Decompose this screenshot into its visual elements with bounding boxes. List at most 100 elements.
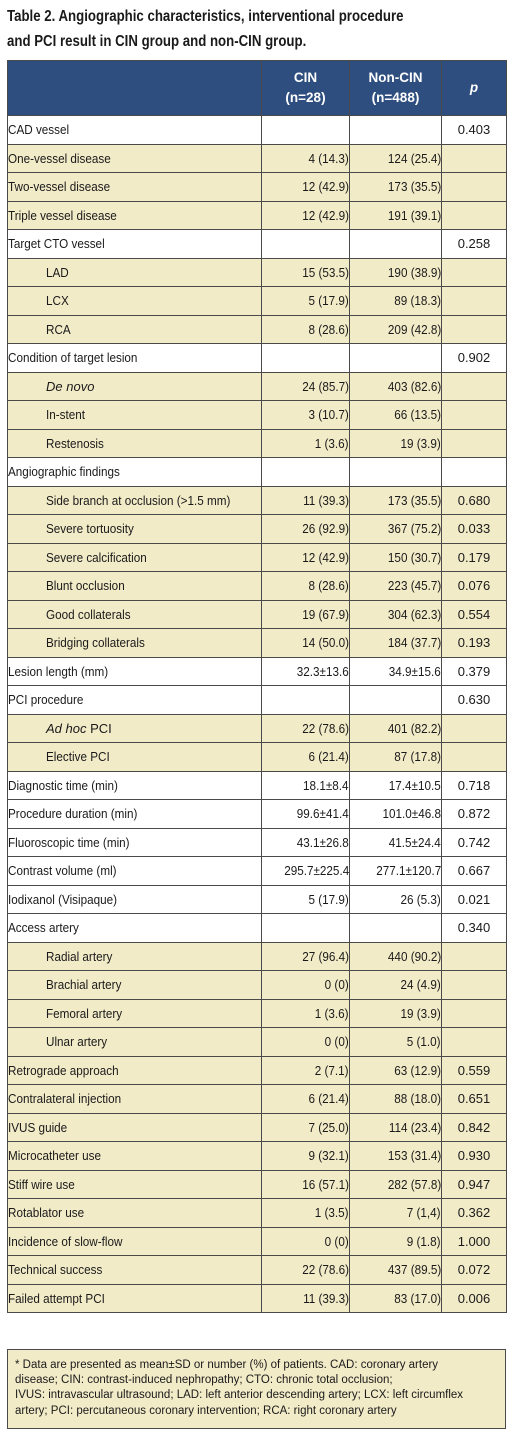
row-label-text: Brachial artery [46, 977, 122, 993]
noncin-cell-value: 17.4±10.5 [389, 777, 441, 793]
row-label-italic: Ad hoc [46, 720, 87, 736]
p-cell [441, 998, 507, 1028]
noncin-cell [349, 229, 442, 259]
p-cell: 0.842 [441, 1112, 507, 1142]
row-label: One-vessel disease [7, 143, 262, 173]
noncin-cell: 5 (1.0) [349, 1027, 442, 1057]
footnote-line-3: IVUS: intravascular ultrasound; LAD: lef… [15, 1389, 464, 1402]
cin-cell [261, 685, 350, 715]
row-label-text: LAD [46, 264, 69, 280]
table-row: Access artery 0.340 [7, 913, 507, 943]
row-label-text: Access artery [8, 920, 79, 936]
noncin-cell: 124 (25.4) [349, 143, 442, 173]
p-cell: 0.021 [441, 884, 507, 914]
p-cell: 0.006 [441, 1283, 507, 1313]
row-label-text: Ulnar artery [46, 1034, 108, 1050]
cin-cell-value: 22 (78.6) [302, 720, 349, 736]
row-label-text: Side branch at occlusion (>1.5 mm) [46, 492, 231, 508]
row-label-text: Angiographic findings [8, 464, 120, 480]
row-label-text: Technical success [8, 1262, 103, 1278]
cin-cell: 295.7±225.4 [261, 856, 350, 886]
row-label: Side branch at occlusion (>1.5 mm) [7, 485, 262, 515]
footnote-line-1: * Data are presented as mean±SD or numbe… [15, 1359, 439, 1371]
p-cell [441, 314, 507, 344]
cin-cell-value: 8 (28.6) [308, 321, 349, 337]
cin-cell: 1 (3.6) [261, 428, 350, 458]
p-cell: 1.000 [441, 1226, 507, 1256]
row-label-text: CAD vessel [8, 122, 70, 138]
row-label-text: Lesion length (mm) [8, 663, 109, 679]
row-label: Brachial artery [7, 970, 262, 1000]
noncin-cell: 34.9±15.6 [349, 656, 442, 686]
row-label-text: LCX [46, 293, 69, 309]
cin-cell [261, 913, 350, 943]
table-row: Severe calcification 12 (42.9) 150 (30.7) 0… [7, 542, 507, 572]
p-cell: 0.718 [441, 770, 507, 800]
table-row: Bridging collaterals 14 (50.0) 184 (37.7) 0… [7, 628, 507, 658]
cin-cell-value: 26 (92.9) [302, 521, 349, 537]
noncin-cell-value: 5 (1.0) [407, 1034, 441, 1050]
row-label-text: Femoral artery [46, 1005, 123, 1021]
p-cell-value: 0.872 [457, 806, 491, 822]
noncin-cell-value: 173 (35.5) [387, 179, 441, 195]
cin-cell-value: 43.1±26.8 [297, 834, 349, 850]
header-cin-count: (n=28) [285, 90, 326, 105]
noncin-cell [349, 343, 442, 373]
p-cell [441, 428, 507, 458]
noncin-cell: 437 (89.5) [349, 1255, 442, 1285]
row-label: Stiff wire use [7, 1169, 262, 1199]
cin-cell-value: 24 (85.7) [302, 378, 349, 394]
p-cell: 0.630 [441, 685, 507, 715]
cin-cell: 8 (28.6) [261, 314, 350, 344]
p-cell-value: 0.179 [457, 549, 491, 565]
cin-cell-value: 5 (17.9) [308, 293, 349, 309]
noncin-cell: 7 (1,4) [349, 1198, 442, 1228]
row-label: Bridging collaterals [7, 628, 262, 658]
cin-cell-value: 0 (0) [324, 977, 349, 993]
p-cell-value: 0.379 [457, 663, 491, 679]
cin-cell: 1 (3.6) [261, 998, 350, 1028]
cin-cell-value: 27 (96.4) [302, 948, 349, 964]
row-label-text: In-stent [46, 407, 86, 423]
cin-cell-value: 6 (21.4) [308, 1091, 349, 1107]
p-cell: 0.680 [441, 485, 507, 515]
cin-cell-value: 7 (25.0) [308, 1119, 349, 1135]
cin-cell-value: 15 (53.5) [302, 264, 349, 280]
cin-cell: 16 (57.1) [261, 1169, 350, 1199]
row-label: Technical success [7, 1255, 262, 1285]
cin-cell: 5 (17.9) [261, 884, 350, 914]
row-label: Target CTO vessel [7, 229, 262, 259]
noncin-cell: 304 (62.3) [349, 599, 442, 629]
p-cell: 0.340 [441, 913, 507, 943]
row-label: Access artery [7, 913, 262, 943]
cin-cell: 0 (0) [261, 1027, 350, 1057]
noncin-cell-value: 24 (4.9) [400, 977, 441, 993]
row-label-text: One-vessel disease [8, 150, 111, 166]
noncin-cell-value: 191 (39.1) [387, 207, 441, 223]
cin-cell: 19 (67.9) [261, 599, 350, 629]
noncin-cell-value: 114 (23.4) [388, 1119, 441, 1135]
noncin-cell: 24 (4.9) [349, 970, 442, 1000]
row-label: Lesion length (mm) [7, 656, 262, 686]
noncin-cell: 184 (37.7) [349, 628, 442, 658]
p-cell [441, 200, 507, 230]
cin-cell [261, 343, 350, 373]
noncin-cell: 191 (39.1) [349, 200, 442, 230]
p-cell: 0.033 [441, 514, 507, 544]
row-label: LAD [7, 257, 262, 287]
table-row: Elective PCI 6 (21.4) 87 (17.8) [7, 742, 507, 772]
cin-cell: 7 (25.0) [261, 1112, 350, 1142]
noncin-cell-value: 153 (31.4) [387, 1148, 441, 1164]
noncin-cell-value: 440 (90.2) [387, 948, 441, 964]
row-label: Femoral artery [7, 998, 262, 1028]
table-row: Technical success 22 (78.6) 437 (89.5) 0.07… [7, 1255, 507, 1285]
noncin-cell: 101.0±46.8 [349, 799, 442, 829]
row-label-text: Fluoroscopic time (min) [8, 834, 130, 850]
noncin-cell-value: 7 (1,4) [407, 1205, 441, 1221]
noncin-cell-value: 223 (45.7) [387, 578, 441, 594]
cin-cell-value: 16 (57.1) [302, 1176, 349, 1192]
p-cell-value: 0.554 [457, 606, 491, 622]
noncin-cell: 26 (5.3) [349, 884, 442, 914]
row-label: Ulnar artery [7, 1027, 262, 1057]
noncin-cell: 223 (45.7) [349, 571, 442, 601]
